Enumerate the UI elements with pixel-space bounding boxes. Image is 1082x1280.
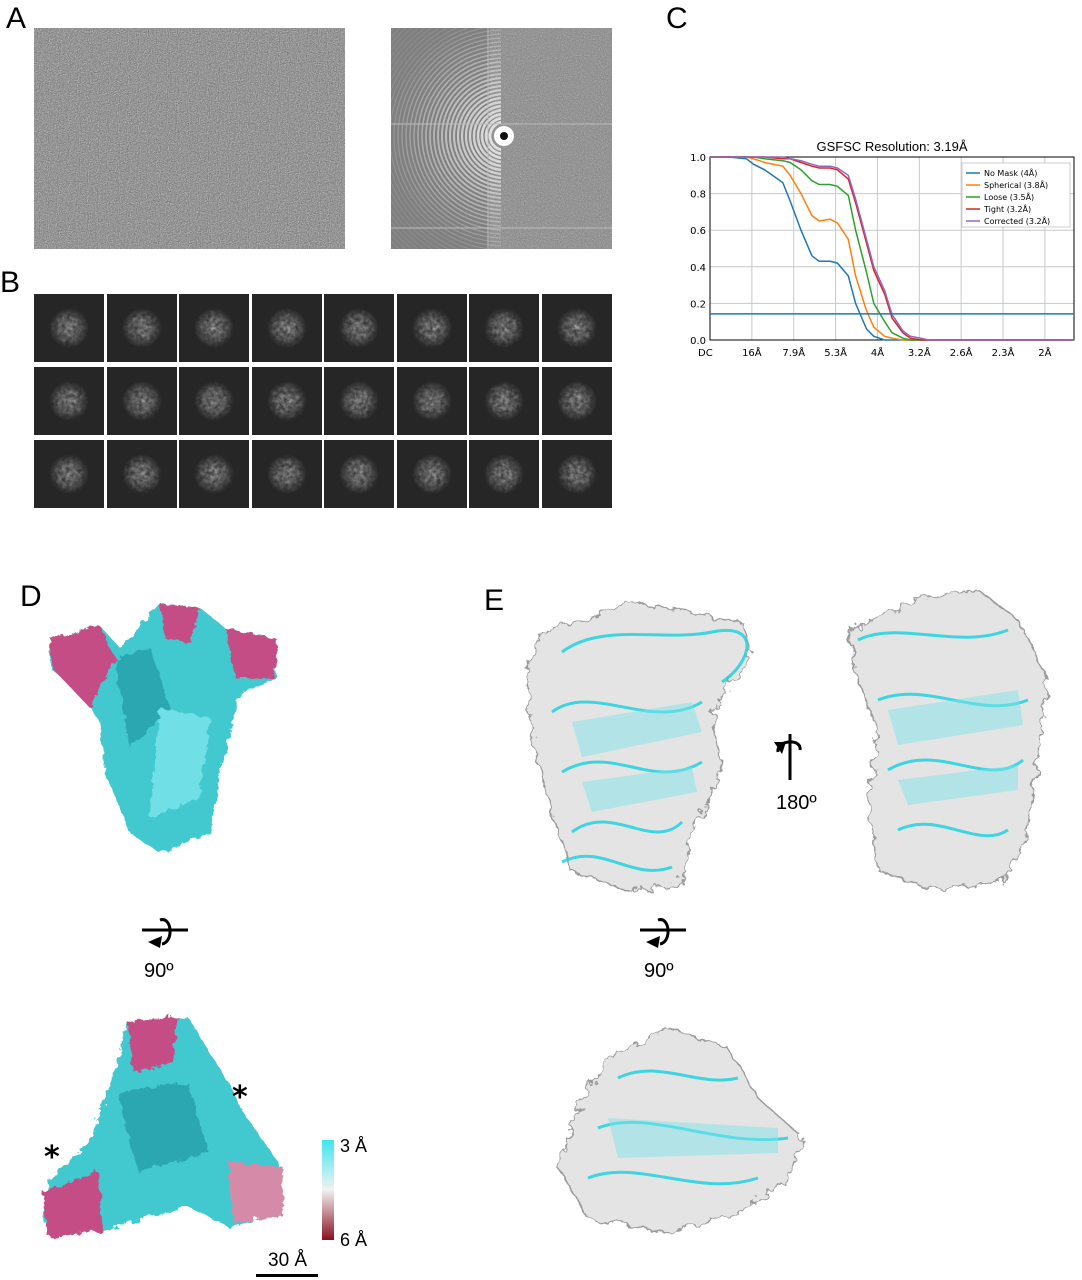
scalebar-line [256, 1274, 318, 1277]
class-average-tile [469, 367, 539, 435]
rotation-arrow-icon [142, 918, 188, 948]
class-average-tile [34, 294, 104, 362]
class-average-tile [396, 367, 467, 435]
panel-label-e: E [484, 584, 505, 617]
asterisk-marker-right: * [232, 1080, 248, 1115]
class-average-tile [541, 294, 612, 362]
legend-label: Loose (3.5Å) [984, 191, 1034, 202]
x-tick-label: DC [698, 348, 713, 359]
panel-label-c: C [666, 2, 688, 35]
class-average-tile [541, 440, 612, 508]
fsc-chart: GSFSC Resolution: 3.19Å DC 16Å 7.9Å 5.3Å 4Å 3.… [690, 139, 1075, 359]
x-tick-label: 5.3Å [824, 346, 847, 359]
class-average-tile [324, 294, 394, 362]
class-average-tile [251, 367, 322, 435]
rotation-arrow-icon [640, 918, 686, 948]
thon-rings [391, 28, 501, 249]
class-average-tile [251, 294, 322, 362]
rotation-label-d: 90º [144, 960, 174, 982]
y-tick-label: 1.0 [690, 153, 706, 164]
x-tick-label: 16Å [742, 346, 762, 359]
class-average-tile [34, 440, 104, 508]
colorbar-bottom-label: 6 Å [340, 1230, 368, 1250]
class-average-tile [324, 440, 394, 508]
micrograph-noise [34, 28, 345, 249]
legend-label: Corrected (3.2Å) [984, 215, 1050, 226]
x-tick-label: 3.2Å [908, 346, 931, 359]
class-average-tile [179, 440, 249, 508]
local-resolution-map-side [50, 603, 278, 853]
ctf-image [391, 28, 612, 249]
class-average-tile [251, 440, 322, 508]
class-average-tile [541, 367, 612, 435]
y-tick-label: 0.6 [690, 226, 706, 237]
y-tick-label: 0.0 [690, 336, 706, 347]
legend-label: No Mask (4Å) [984, 167, 1037, 178]
class-average-tile [34, 367, 104, 435]
legend-label: Tight (3.2Å) [983, 203, 1031, 214]
class-average-tile [106, 367, 177, 435]
colorbar-top-label: 3 Å [340, 1136, 368, 1156]
class-average-tile [396, 440, 467, 508]
rotation-label-180: 180º [776, 792, 817, 814]
class-average-tile [179, 367, 249, 435]
x-tick-label: 7.9Å [782, 346, 805, 359]
asterisk-marker-left: * [44, 1140, 60, 1175]
rotation-label-e-90: 90º [644, 960, 674, 982]
y-tick-label: 0.8 [690, 190, 706, 201]
class-average-tile [106, 294, 177, 362]
ctf-power-spectrum [391, 28, 612, 249]
rotation-180-icon [774, 734, 802, 780]
scalebar-label: 30 Å [268, 1250, 308, 1271]
model-density-back [847, 589, 1049, 891]
class-average-tile [469, 440, 539, 508]
x-tick-label: 2Å [1038, 346, 1051, 359]
local-resolution-map-top [43, 1017, 283, 1237]
model-density-top [557, 1027, 804, 1234]
panel-label-b: B [0, 266, 21, 299]
class-averages-grid [34, 294, 614, 510]
class-average-tile [469, 294, 539, 362]
y-tick-label: 0.4 [690, 263, 706, 274]
model-density-front [526, 601, 753, 893]
y-tick-label: 0.2 [690, 299, 706, 310]
fsc-series-line [710, 156, 1074, 341]
class-average-tile [396, 294, 467, 362]
panel-label-a: A [6, 2, 27, 35]
panel-label-d: D [20, 580, 42, 613]
chart-title: GSFSC Resolution: 3.19Å [816, 139, 967, 154]
micrograph-image [34, 28, 345, 249]
class-average-tile [179, 294, 249, 362]
x-tick-label: 2.3Å [992, 346, 1015, 359]
x-tick-label: 4Å [871, 346, 884, 359]
class-average-tile [324, 367, 394, 435]
legend-label: Spherical (3.8Å) [984, 179, 1048, 190]
class-average-tile [106, 440, 177, 508]
resolution-colorbar [322, 1140, 334, 1240]
x-tick-label: 2.6Å [950, 346, 973, 359]
